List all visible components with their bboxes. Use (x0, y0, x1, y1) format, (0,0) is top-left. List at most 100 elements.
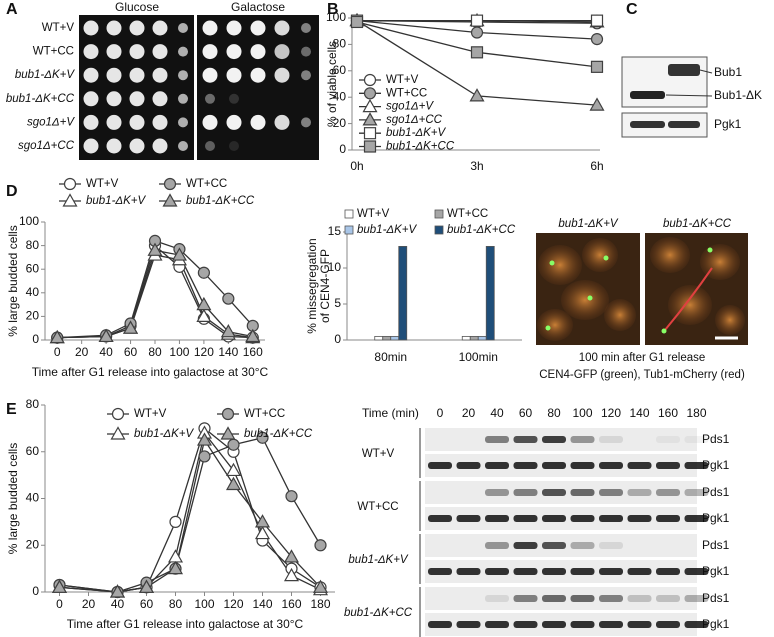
bar (398, 245, 408, 341)
x-tick-label: 100 (194, 597, 214, 611)
spot (152, 67, 168, 83)
time-label: 40 (490, 406, 504, 420)
spot (106, 138, 122, 154)
x-tick-label: 80 (148, 345, 162, 359)
legend-label: sgo1Δ+CC (386, 114, 443, 126)
spot (129, 44, 145, 60)
series-line (59, 436, 322, 593)
spot (250, 44, 266, 60)
marker (256, 431, 269, 444)
marker (350, 15, 364, 29)
band (513, 489, 538, 496)
spot (226, 44, 242, 60)
spot (83, 67, 99, 83)
band (570, 515, 595, 522)
marker (362, 112, 378, 126)
band (656, 515, 680, 522)
band (485, 462, 509, 469)
spot (301, 46, 311, 57)
band (630, 121, 665, 128)
x-tick-label: 160 (243, 345, 263, 359)
y-tick-label: 0 (334, 332, 341, 346)
marker (283, 567, 300, 582)
x-tick-label: 140 (218, 345, 238, 359)
marker (197, 266, 210, 279)
band (656, 436, 680, 443)
spot (106, 67, 122, 83)
spot (152, 20, 168, 36)
plate (79, 15, 194, 160)
marker (196, 296, 212, 311)
band (684, 515, 709, 522)
time-label: 80 (547, 406, 561, 420)
legend-label: WT+V (86, 178, 119, 190)
band (428, 462, 452, 469)
strain-label: bub1-ΔK+CC (6, 93, 75, 105)
panel-label: D (6, 183, 18, 200)
marker (283, 549, 300, 563)
band (599, 436, 623, 443)
marker (314, 539, 327, 552)
band (513, 621, 538, 628)
time-label: 160 (658, 406, 678, 420)
bar (461, 335, 471, 341)
spot (274, 20, 290, 36)
y-tick-label: 0 (339, 142, 346, 156)
band (656, 595, 680, 602)
x-tick-label: 100min (459, 350, 498, 364)
y-tick-label: 80 (333, 37, 347, 51)
spot (178, 141, 188, 151)
legend-swatch (344, 225, 354, 235)
x-tick-label: 160 (281, 597, 301, 611)
spot (129, 91, 145, 107)
spot (202, 114, 218, 130)
marker (63, 177, 77, 191)
y-tick-label: 10 (328, 260, 342, 274)
y-tick-label: 20 (26, 309, 40, 323)
legend-swatch (344, 209, 354, 219)
y-tick-label: 20 (26, 537, 40, 551)
panel-label: E (6, 401, 17, 418)
x-tick-label: 0 (56, 597, 63, 611)
y-axis-label: % large budded cells (6, 443, 20, 554)
time-label: 180 (686, 406, 706, 420)
legend-label: WT+CC (447, 208, 488, 220)
band (684, 462, 709, 469)
spot (202, 20, 218, 36)
spot (83, 138, 99, 154)
strain-label: bub1-ΔK+CC (344, 607, 413, 619)
medium-label: Galactose (231, 0, 285, 14)
band (627, 462, 652, 469)
marker (227, 438, 240, 451)
time-header: Time (min) (362, 406, 419, 420)
x-tick-label: 0 (54, 345, 61, 359)
strain-label: sgo1Δ+CC (18, 140, 75, 152)
y-tick-label: 100 (19, 214, 39, 228)
band (570, 462, 595, 469)
spot (226, 20, 242, 36)
band (485, 595, 509, 602)
band (656, 462, 680, 469)
legend-swatch (434, 209, 444, 219)
band (570, 621, 595, 628)
marker (363, 140, 377, 153)
y-tick-label: 40 (333, 89, 347, 103)
spot (226, 67, 242, 83)
band (570, 595, 595, 602)
image-label: bub1-ΔK+V (558, 218, 619, 230)
marker (470, 14, 484, 27)
band (684, 621, 709, 628)
panel-label: B (327, 1, 339, 18)
marker (470, 46, 484, 59)
band (542, 621, 566, 628)
marker (285, 490, 298, 503)
spot (250, 114, 266, 130)
band (570, 489, 595, 496)
x-tick-label: 3h (470, 159, 483, 173)
x-tick-label: 0h (350, 159, 363, 173)
y-axis-label: % large budded cells (6, 225, 20, 336)
spot (83, 91, 99, 107)
strain-label: WT+V (362, 448, 395, 460)
spot (129, 67, 145, 83)
